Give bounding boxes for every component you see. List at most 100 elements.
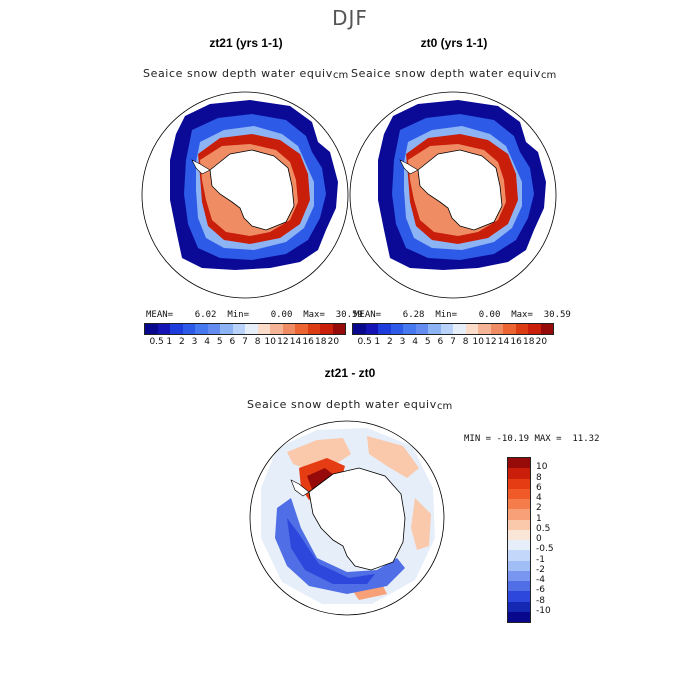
colorbar-swatch [220,324,233,334]
colorbar-tick-label: 10 [536,462,548,473]
panel1-units: cm [333,70,349,81]
panel2-max: 30.59 [543,310,571,320]
colorbar-tick-label: 18 [523,337,535,347]
colorbar-swatch [508,540,530,551]
panel2-colorbar-ticks: 0.5 1 2 3 4 5 6 7 8 10 12 14 16 18 20 [352,337,554,349]
colorbar-tick-label: 8 [254,337,261,347]
colorbar-tick-label: -2 [536,564,545,575]
map-boundary [249,420,445,616]
colorbar-swatch [365,324,378,334]
colorbar-swatch [508,509,530,520]
colorbar-tick-label: 0 [536,534,542,544]
colorbar-swatch [270,324,283,334]
panel2-stats: MEAN= 6.28 Min= 0.00 Max= 30.59 [354,310,571,320]
colorbar-tick-label: 1 [374,337,381,347]
colorbar-swatch [145,324,158,334]
colorbar-swatch [157,324,170,334]
colorbar-tick-label: 1 [166,337,173,347]
colorbar-swatch [508,488,530,499]
colorbar-swatch [508,468,530,479]
colorbar-tick-label: -8 [536,595,545,606]
panel1-title: zt21 (yrs 1-1) [209,36,283,50]
colorbar-tick-label: 5 [216,337,223,347]
panel1-min: 0.00 [270,310,293,320]
colorbar-swatch [307,324,320,334]
diff-subtitle: Seaice snow depth water equiv [247,398,437,411]
diff-title: zt21 - zt0 [324,366,376,380]
panel2-mean: 6.28 [402,310,425,320]
map-boundary [141,91,349,299]
colorbar-swatch [428,324,441,334]
colorbar-tick-label: 2 [536,503,542,514]
colorbar-swatch [508,458,530,469]
colorbar-tick-label: 0.5 [357,337,372,347]
colorbar-tick-label: 6 [229,337,236,347]
colorbar-swatch [528,324,541,334]
colorbar-tick-label: -4 [536,575,545,585]
diff-colorbar-ticks: 10 8 6 4 2 1 0.5 0 -0.5 -1 -2 -4 -6 -8 -10 [536,457,576,621]
colorbar-swatch [353,324,366,334]
panel2-colorbar [352,323,554,335]
diff-max-label: MAX = [534,434,562,444]
colorbar-swatch [195,324,208,334]
colorbar-tick-label: 4 [536,493,542,503]
colorbar-swatch [508,601,530,612]
colorbar-tick-label: 8 [462,337,469,347]
panel1-min-label: Min= [227,310,249,320]
diff-polar-map [249,420,445,616]
panel1-polar-map [141,91,349,299]
colorbar-swatch [503,324,516,334]
colorbar-tick-label: 14 [497,337,510,347]
colorbar-tick-label: -1 [536,554,545,565]
diff-max: 11.32 [572,434,600,444]
colorbar-tick-label: -0.5 [536,544,554,555]
colorbar-swatch [403,324,416,334]
colorbar-swatch [515,324,528,334]
colorbar-swatch [320,324,333,334]
panel2-max-label: Max= [511,310,533,320]
colorbar-tick-label: 12 [277,337,289,347]
colorbar-swatch [540,324,553,334]
colorbar-swatch [378,324,391,334]
diff-min: -10.19 [496,434,530,444]
panel2-min-label: Min= [435,310,457,320]
difference-field [261,428,435,604]
panel1-subtitle: Seaice snow depth water equiv [143,67,333,80]
colorbar-tick-label: 6 [536,482,542,493]
colorbar-swatch [508,550,530,561]
panel1-colorbar [144,323,346,335]
snow-depth-field [378,100,546,270]
colorbar-tick-label: 14 [289,337,302,347]
colorbar-swatch [508,560,530,571]
colorbar-tick-label: 2 [179,337,185,347]
colorbar-swatch [415,324,428,334]
colorbar-swatch [508,519,530,530]
colorbar-tick-label: -10 [536,605,551,616]
colorbar-tick-label: 16 [510,337,522,347]
colorbar-swatch [508,591,530,602]
colorbar-swatch [182,324,195,334]
colorbar-swatch [295,324,308,334]
colorbar-swatch [508,570,530,581]
colorbar-swatch [440,324,453,334]
diff-colorbar [507,457,531,623]
panel1-mean: 6.02 [194,310,217,320]
colorbar-tick-label: 0.5 [536,523,551,534]
colorbar-tick-label: 7 [450,337,456,347]
colorbar-tick-label: 2 [387,337,393,347]
colorbar-swatch [508,478,530,489]
panel2-min: 0.00 [478,310,501,320]
colorbar-swatch [508,611,530,622]
colorbar-tick-label: 20 [327,337,340,347]
diff-units: cm [437,401,453,412]
colorbar-tick-label: 10 [264,337,276,347]
colorbar-tick-label: 3 [191,337,198,347]
colorbar-swatch [508,581,530,592]
colorbar-swatch [508,529,530,540]
diff-minmax: MIN = -10.19 MAX = 11.32 [464,434,599,444]
map-boundary [349,91,557,299]
panel2-units: cm [541,70,557,81]
panel1-max: 30.59 [335,310,363,320]
colorbar-swatch [245,324,258,334]
colorbar-swatch [170,324,183,334]
